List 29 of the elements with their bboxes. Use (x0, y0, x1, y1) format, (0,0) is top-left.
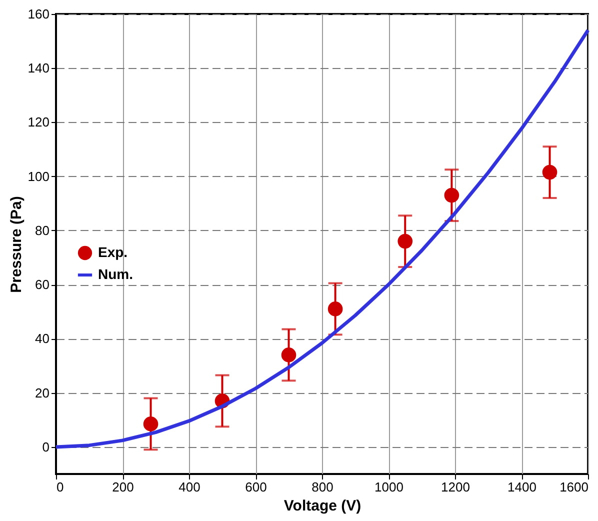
legend-label: Exp. (98, 244, 128, 260)
x-tick-label: 400 (178, 480, 200, 494)
x-tick-label: 200 (112, 480, 134, 494)
legend-label: Num. (98, 266, 133, 282)
point (328, 302, 343, 316)
line-series (54, 28, 590, 449)
x-tick-label: 600 (245, 480, 267, 494)
y-tick-label: 160 (28, 6, 50, 22)
x-tick-label: 1600 (560, 480, 588, 494)
x-tick-label: 1400 (508, 480, 536, 494)
x-tick-label: 0 (56, 480, 64, 494)
x-tick-label: 800 (312, 480, 334, 494)
point (143, 416, 158, 432)
y-tick-label: 40 (35, 331, 50, 346)
point (281, 348, 296, 362)
y-tick-label: 20 (35, 385, 50, 400)
y-tick-label: 140 (28, 60, 50, 76)
y-tick-label: 100 (28, 168, 50, 184)
y-tick-label: 120 (28, 114, 50, 130)
y-axis-title: Pressure (Pa) (8, 196, 25, 293)
x-tick-label: 1000 (374, 480, 404, 494)
point (398, 234, 413, 249)
point (542, 164, 558, 180)
x-axis-title: Voltage (V) (284, 498, 362, 514)
y-tick-label: 60 (35, 277, 50, 292)
point (444, 188, 460, 203)
y-tick-label: 80 (35, 222, 50, 238)
y-tick-label: 0 (42, 439, 50, 454)
x-tick-label: 1200 (441, 480, 470, 494)
